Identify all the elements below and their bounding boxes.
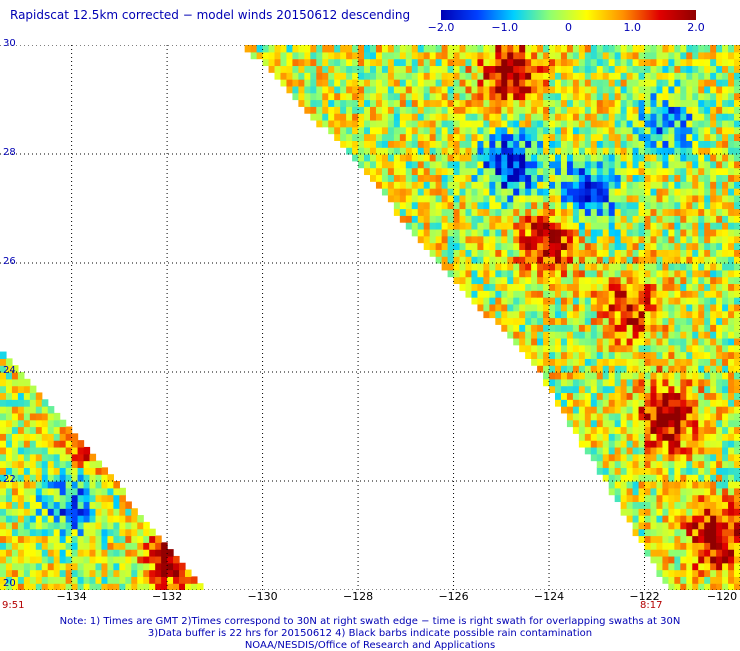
latitude-tick-label: 30: [3, 38, 16, 49]
longitude-tick-label: −124: [533, 590, 565, 603]
longitude-tick-label: −134: [56, 590, 87, 603]
longitude-tick-label: −128: [342, 590, 374, 603]
longitude-tick-label: −126: [438, 590, 469, 603]
colorbar-label: 2.0: [687, 21, 705, 34]
latitude-tick-label: 24: [3, 365, 16, 376]
latitude-tick-label: 26: [3, 256, 16, 267]
longitude-tick-label: −120: [706, 590, 738, 603]
longitude-tick-label: −132: [151, 590, 183, 603]
colorbar-label: −1.0: [491, 21, 519, 34]
map-plot-area: [0, 45, 740, 590]
colorbar-label: 0: [565, 21, 572, 34]
grid-lines: [0, 45, 740, 590]
colorbar-label: −2.0: [427, 21, 455, 34]
colorbar-label: 1.0: [623, 21, 642, 34]
longitude-tick-label: −122: [629, 590, 660, 603]
wind-difference-cells: [0, 45, 740, 590]
latitude-tick-label: 22: [3, 474, 16, 485]
latitude-tick-label: 28: [3, 147, 16, 158]
note-line-1: Note: 1) Times are GMT 2)Times correspon…: [59, 616, 681, 627]
map-title: Rapidscat 12.5km corrected − model winds…: [10, 8, 411, 22]
left-swath-time: 9:51: [2, 600, 25, 611]
longitude-tick-label: −130: [247, 590, 278, 603]
note-line-3: NOAA/NESDIS/Office of Research and Appli…: [244, 640, 496, 651]
note-line-2: 3)Data buffer is 22 hrs for 20150612 4) …: [147, 628, 593, 639]
colorbar: [441, 10, 696, 20]
latitude-tick-label: 20: [3, 578, 16, 589]
right-swath-time: 8:17: [640, 600, 663, 611]
